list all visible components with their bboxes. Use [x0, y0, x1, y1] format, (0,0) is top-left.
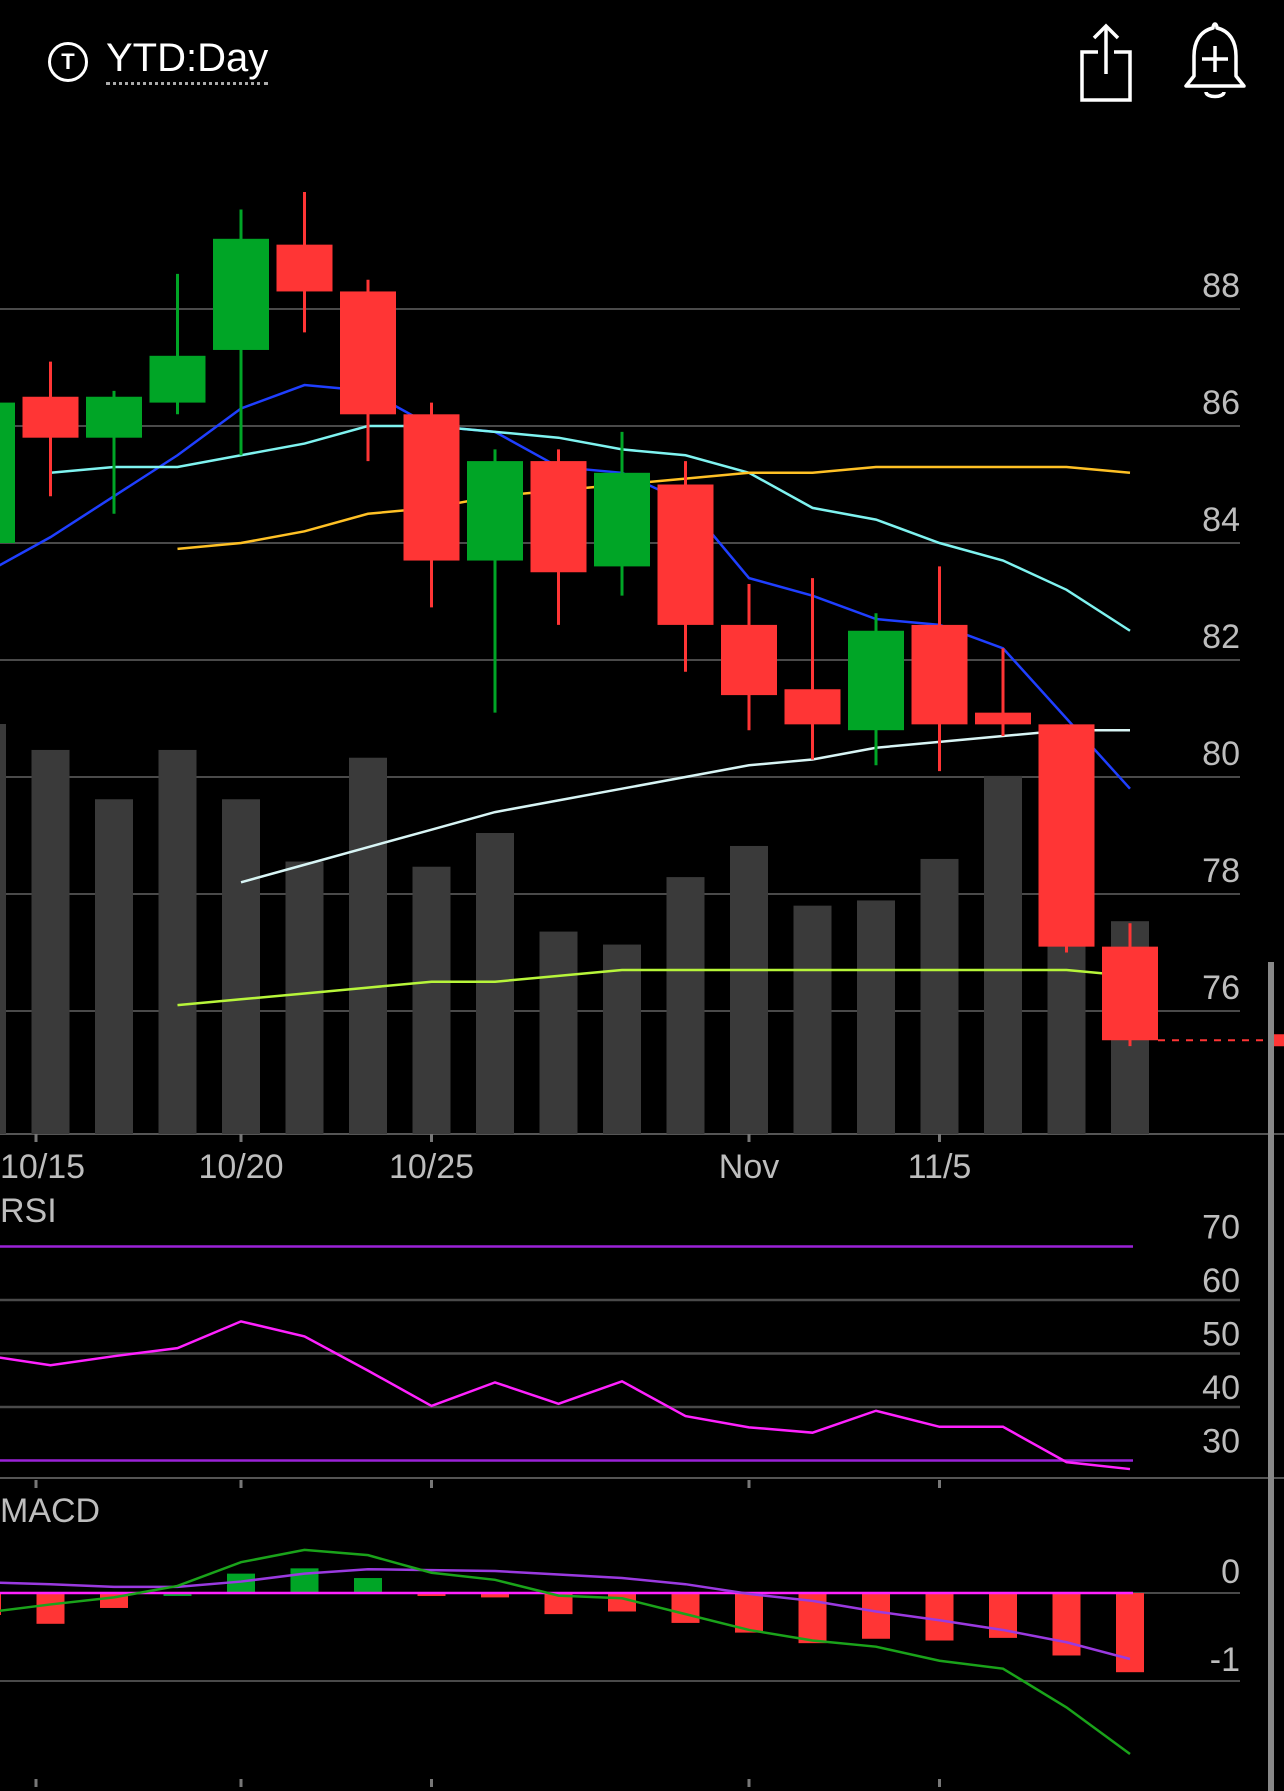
macd-histogram-bar [862, 1593, 890, 1639]
candle-up [149, 355, 206, 403]
rsi-tick-label: 70 [1202, 1209, 1240, 1247]
price-tick-label: 78 [1202, 852, 1240, 890]
candle-down [975, 712, 1031, 725]
macd-tick-label: -1 [1210, 1641, 1240, 1679]
date-tick-label: 11/5 [908, 1148, 972, 1186]
rsi-line [0, 1320, 1131, 1471]
rsi-tick-label: 40 [1202, 1369, 1240, 1407]
candle-down [721, 624, 777, 696]
macd-histogram-bar [0, 1593, 1, 1615]
volume-bar [158, 749, 197, 1134]
candle-up [0, 402, 15, 543]
candle-up [86, 396, 142, 438]
macd-histogram-bar [354, 1578, 382, 1593]
macd-histogram-bar [481, 1593, 509, 1598]
volume-bar [666, 877, 705, 1134]
moving-average-line [177, 465, 1131, 551]
moving-average-line [50, 424, 1131, 632]
rsi-label: RSI [0, 1192, 57, 1230]
macd-histogram-bar [735, 1593, 763, 1633]
moving-average-line [177, 968, 1131, 1007]
volume-bar [412, 866, 451, 1134]
price-tick-label: 86 [1202, 384, 1240, 422]
macd-histogram-bar [1116, 1593, 1144, 1673]
macd-tick-label: 0 [1221, 1553, 1240, 1591]
candle-down [22, 396, 79, 438]
volume-bar [222, 799, 260, 1134]
candle-down [911, 624, 968, 725]
date-tick-label: 10/20 [198, 1148, 283, 1186]
macd-line [0, 1548, 1131, 1756]
volume-bar [0, 724, 6, 1134]
volume-bar [95, 799, 133, 1134]
macd-histogram-bar [163, 1593, 192, 1596]
candle-down [784, 689, 841, 725]
candle-up [594, 472, 650, 567]
macd-histogram-bar [608, 1593, 636, 1612]
volume-bar [476, 832, 514, 1134]
moving-average-line [0, 383, 1131, 790]
volume-bar [984, 775, 1022, 1134]
volume-bar [285, 861, 324, 1134]
volume-bar [31, 749, 70, 1134]
rsi-tick-label: 30 [1202, 1423, 1240, 1461]
candle-down [340, 291, 396, 415]
candle-down [276, 244, 333, 292]
volume-bar [539, 931, 578, 1134]
timeframe-icon[interactable]: T [48, 42, 88, 82]
price-tick-label: 88 [1202, 267, 1240, 305]
macd-histogram-bar [36, 1593, 65, 1624]
candle-up [848, 630, 904, 731]
chart-header: T YTD:Day [0, 0, 1284, 120]
candle-up [467, 461, 523, 561]
volume-bar [603, 944, 641, 1134]
moving-average-line [240, 728, 1130, 884]
candle-down [1038, 724, 1095, 947]
volume-bar [730, 845, 768, 1134]
candle-up [213, 238, 269, 350]
macd-histogram-bar [227, 1573, 255, 1593]
last-price-marker [1274, 1034, 1284, 1047]
candle-down [530, 461, 587, 573]
volume-bar [857, 900, 895, 1134]
price-tick-label: 84 [1202, 501, 1240, 539]
date-tick-label: 10/15 [0, 1148, 85, 1186]
rsi-tick-label: 50 [1202, 1316, 1240, 1354]
candle-down [1102, 946, 1158, 1041]
add-alert-bell-icon[interactable] [1180, 18, 1250, 104]
volume-bar [793, 905, 832, 1134]
price-tick-label: 76 [1202, 969, 1240, 1007]
date-tick-label: Nov [719, 1148, 779, 1186]
candle-down [657, 484, 714, 625]
macd-histogram-bar [544, 1593, 573, 1615]
macd-label: MACD [0, 1492, 100, 1530]
candle-down [403, 414, 460, 561]
date-tick-label: 10/25 [389, 1148, 474, 1186]
macd-histogram-bar [671, 1593, 700, 1623]
macd-histogram-bar [925, 1593, 954, 1641]
volume-bar [349, 757, 387, 1134]
price-tick-label: 82 [1202, 618, 1240, 656]
price-tick-label: 80 [1202, 735, 1240, 773]
share-icon[interactable] [1076, 22, 1136, 104]
timeframe-selector[interactable]: YTD:Day [106, 36, 269, 85]
rsi-tick-label: 60 [1202, 1262, 1240, 1300]
macd-histogram-bar [417, 1593, 446, 1596]
volume-bar [920, 858, 959, 1134]
